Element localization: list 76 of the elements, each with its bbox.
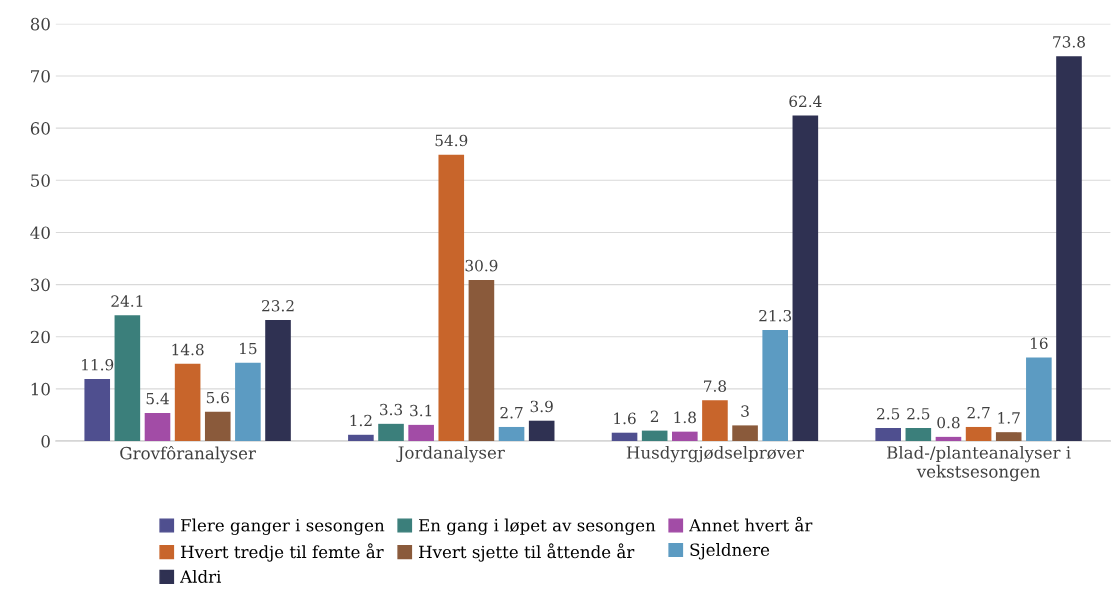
data-label: 2.5: [907, 407, 930, 420]
bar: [995, 432, 1022, 442]
data-label: 16: [1031, 337, 1048, 350]
bar: [378, 423, 404, 442]
bar: [438, 154, 465, 442]
data-label: 5.4: [146, 392, 169, 405]
y-tick-label: 0: [41, 435, 50, 448]
data-label: 2: [650, 410, 659, 422]
y-tick-label: 30: [31, 278, 50, 292]
data-label: 23.2: [262, 299, 294, 312]
y-tick-label: 80: [30, 17, 50, 31]
bar: [792, 115, 819, 442]
x-tick-label: Blad-/planteanalyser i vekstsesongen: [886, 445, 1071, 482]
legend-label: Annet hvert år: [688, 516, 813, 532]
data-label: 2.7: [967, 406, 990, 419]
bar: [265, 320, 291, 442]
bar: [528, 420, 555, 442]
data-label: 2.5: [877, 407, 900, 420]
y-tick-label: 60: [30, 122, 50, 135]
data-label: 1.6: [614, 412, 636, 425]
legend-label: Hvert tredje til femte år: [181, 543, 384, 562]
data-label: 3: [741, 405, 749, 417]
data-label: 54.9: [435, 134, 468, 147]
legend-label: Flere ganger i sesongen: [181, 518, 385, 535]
bar: [905, 428, 932, 442]
legend-label: Sjeldnere: [690, 543, 770, 560]
bar: [204, 411, 231, 442]
bar: [1056, 56, 1082, 442]
bar: [235, 362, 261, 442]
y-tick-label: 50: [31, 174, 50, 187]
x-tick-label: Grovfôranalyser: [120, 445, 256, 463]
data-label: 7.8: [704, 380, 727, 392]
bar: [702, 400, 728, 442]
y-tick-label: 70: [31, 69, 50, 83]
bar: [144, 412, 171, 442]
bar: [641, 430, 668, 442]
data-label: 0.8: [937, 416, 960, 429]
bar: [174, 363, 201, 442]
data-label: 1.2: [350, 414, 372, 427]
legend-label: Hvert sjette til åttende år: [418, 543, 635, 562]
y-tick-label: 10: [31, 382, 50, 396]
bar: [408, 424, 434, 442]
bar: [498, 426, 525, 442]
bar: [611, 432, 638, 442]
bar: [84, 378, 111, 442]
bar: [1026, 357, 1052, 442]
bar: [875, 428, 901, 442]
bar: [935, 436, 962, 442]
y-tick-label: 20: [30, 330, 50, 344]
bar: [965, 426, 992, 442]
bar: [348, 434, 374, 442]
bar: [762, 329, 789, 442]
data-label: 21.3: [759, 309, 792, 322]
data-label: 5.6: [206, 391, 229, 404]
data-label: 3.1: [410, 404, 432, 417]
x-tick-label: Jordanalyser: [396, 445, 505, 463]
data-label: 1.8: [674, 411, 696, 424]
data-label: 1.7: [998, 412, 1020, 424]
data-label: 3.3: [380, 403, 403, 416]
data-label: 30.9: [465, 259, 498, 272]
legend-label: En gang i løpet av sesongen: [418, 518, 656, 535]
bar: [732, 425, 758, 442]
data-label: 73.8: [1053, 36, 1085, 48]
y-tick-label: 40: [30, 226, 50, 240]
data-label: 11.9: [82, 358, 114, 371]
x-tick-label: Husdyrgjødselprøver: [626, 445, 804, 463]
bar: [468, 279, 495, 442]
bar: [114, 315, 141, 442]
data-label: 24.1: [111, 295, 143, 307]
data-label: 62.4: [789, 95, 822, 108]
data-label: 2.7: [500, 406, 523, 419]
legend-label: Aldri: [179, 569, 222, 583]
data-label: 3.9: [530, 400, 553, 413]
bar: [672, 431, 698, 442]
data-label: 15: [240, 342, 257, 355]
data-label: 14.8: [172, 343, 204, 356]
